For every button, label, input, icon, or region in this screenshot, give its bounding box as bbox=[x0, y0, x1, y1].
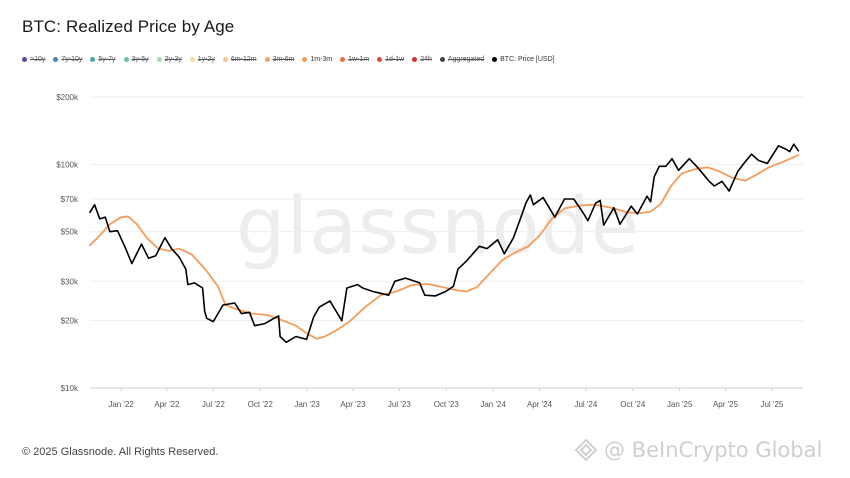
legend-item[interactable]: 3y-5y bbox=[123, 55, 149, 63]
legend-dot-icon bbox=[302, 56, 308, 62]
y-tick-label: $70k bbox=[61, 195, 79, 204]
x-tick-label: Oct '22 bbox=[248, 400, 274, 409]
realized-price-1m-3m-line bbox=[89, 154, 800, 340]
legend-item[interactable]: 2y-3y bbox=[156, 55, 182, 63]
x-tick-label: Apr '23 bbox=[340, 400, 366, 409]
y-tick-label: $50k bbox=[61, 228, 79, 237]
x-tick-label: Jan '24 bbox=[480, 400, 506, 409]
legend-item[interactable]: 3m-6m bbox=[264, 55, 295, 63]
brand-attribution: @ BeInCrypto Global bbox=[574, 438, 822, 462]
legend-dot-icon bbox=[189, 56, 195, 62]
glassnode-watermark: glassnode bbox=[236, 182, 640, 272]
legend-dot-icon bbox=[412, 56, 418, 62]
legend-item[interactable]: 1y-2y bbox=[189, 55, 215, 63]
legend-label: 7y-10y bbox=[61, 55, 83, 63]
legend-label: 5y-7y bbox=[98, 55, 116, 63]
x-tick-label: Apr '24 bbox=[527, 400, 553, 409]
legend-label: 6m-12m bbox=[230, 55, 257, 63]
legend-label: >10y bbox=[30, 55, 46, 63]
y-tick-label: $20k bbox=[61, 317, 79, 326]
x-tick-label: Apr '25 bbox=[713, 400, 739, 409]
legend-item[interactable]: 7y-10y bbox=[53, 56, 82, 63]
legend-item[interactable]: 1m-3m bbox=[302, 56, 332, 63]
btc-price-line bbox=[89, 143, 800, 344]
legend-item[interactable]: >10y bbox=[22, 56, 45, 63]
legend-dot-icon bbox=[156, 56, 162, 62]
y-tick-label: $200k bbox=[56, 93, 79, 102]
legend-label: 3m-6m bbox=[272, 55, 295, 63]
legend-dot-icon bbox=[90, 56, 96, 62]
y-tick-label: $30k bbox=[61, 277, 79, 286]
legend-label: Aggregated bbox=[447, 55, 485, 63]
legend-label: 24h bbox=[420, 55, 432, 63]
legend-label: BTC: Price [USD] bbox=[500, 55, 555, 63]
legend-label: 1d-1w bbox=[385, 55, 405, 63]
legend-dot-icon bbox=[123, 56, 129, 62]
legend-item[interactable]: BTC: Price [USD] bbox=[492, 55, 555, 63]
legend-item[interactable]: 6m-12m bbox=[222, 55, 257, 63]
x-tick-label: Jan '23 bbox=[294, 400, 320, 409]
legend-dot-icon bbox=[222, 56, 228, 62]
y-tick-label: $10k bbox=[61, 384, 79, 393]
legend-dot-icon bbox=[22, 56, 27, 62]
x-tick-label: Jul '24 bbox=[574, 400, 597, 409]
legend-dot-icon bbox=[340, 56, 346, 62]
legend-label: 2y-3y bbox=[164, 55, 182, 63]
legend-dot-icon bbox=[53, 56, 59, 62]
x-tick-label: Jan '25 bbox=[667, 400, 693, 409]
legend-item[interactable]: Aggregated bbox=[439, 55, 485, 63]
legend-dot-icon bbox=[377, 56, 383, 62]
legend-item[interactable]: 24h bbox=[412, 56, 432, 63]
legend-item[interactable]: 1d-1w bbox=[377, 56, 404, 63]
x-tick-label: Oct '24 bbox=[620, 400, 646, 409]
y-tick-label: $100k bbox=[56, 160, 79, 169]
brand-label: @ BeInCrypto Global bbox=[604, 438, 823, 462]
legend-label: 3y-5y bbox=[131, 55, 149, 63]
legend-label: 1w-1m bbox=[348, 55, 370, 63]
x-tick-label: Jan '22 bbox=[108, 400, 134, 409]
chart-legend: >10y 7y-10y 5y-7y 3y-5y 2y-3y 1y-2y 6m-12m 3m-6… bbox=[22, 54, 563, 64]
x-tick-label: Apr '22 bbox=[154, 400, 180, 409]
x-tick-label: Jul '23 bbox=[388, 400, 411, 409]
legend-item[interactable]: 1w-1m bbox=[340, 56, 369, 63]
x-tick-label: Jul '25 bbox=[760, 400, 783, 409]
chart-title: BTC: Realized Price by Age bbox=[22, 17, 235, 36]
legend-dot-icon bbox=[439, 56, 445, 62]
legend-label: 1y-2y bbox=[197, 55, 215, 63]
beincrypto-logo-icon bbox=[574, 438, 598, 462]
copyright-footer: © 2025 Glassnode. All Rights Reserved. bbox=[22, 446, 219, 458]
legend-dot-icon bbox=[264, 56, 270, 62]
x-tick-label: Oct '23 bbox=[434, 400, 460, 409]
legend-dot-icon bbox=[492, 56, 498, 62]
x-tick-label: Jul '22 bbox=[202, 400, 225, 409]
legend-label: 1m-3m bbox=[310, 55, 333, 63]
legend-item[interactable]: 5y-7y bbox=[90, 55, 116, 63]
